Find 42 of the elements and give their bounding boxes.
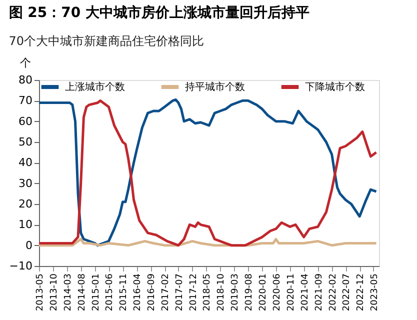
chart-subtitle: 70个大中城市新建商品住宅价格同比 (8, 34, 204, 48)
x-tick-label: 2015-06 (105, 273, 116, 312)
legend-label: 持平城市个数 (185, 81, 245, 93)
y-tick-label: 60 (18, 114, 32, 128)
y-tick-label: −10 (9, 260, 32, 272)
x-tick-label: 2020-01 (258, 274, 269, 312)
x-tick-label: 2018-05 (202, 274, 213, 312)
x-tick-label: 2021-09 (314, 273, 324, 312)
x-tick-label: 2013-10 (50, 273, 60, 312)
x-tick-label: 2017-02 (161, 274, 172, 312)
y-tick-label: 30 (18, 176, 32, 190)
y-tick-label: 80 (18, 74, 32, 86)
x-tick-label: 2016-04 (133, 273, 144, 312)
x-tick-label: 2019-08 (244, 273, 255, 312)
x-tick-label: 2019-03 (230, 274, 241, 312)
y-tick-label: 70 (18, 94, 32, 108)
x-tick-label: 2014-03 (63, 274, 74, 312)
x-tick-label: 2017-12 (188, 274, 199, 312)
line-series (38, 238, 378, 247)
y-tick-label: 40 (18, 156, 32, 170)
x-tick-label: 2022-02 (328, 274, 338, 312)
x-tick-label: 2023-05 (370, 274, 380, 312)
x-tick-label: 2018-10 (216, 273, 227, 312)
x-tick-label: 2022-12 (356, 274, 366, 312)
x-tick-label: 2015-01 (91, 274, 102, 312)
chart-title: 图 25：70 大中城市房价上涨城市量回升后持平 (8, 4, 310, 21)
legend-label: 下降城市个数 (305, 81, 365, 93)
legend-label: 上涨城市个数 (65, 81, 125, 93)
x-tick-label: 2015-11 (119, 274, 130, 312)
x-tick-label: 2017-07 (174, 274, 185, 312)
x-tick-label: 2016-09 (147, 273, 158, 312)
x-tick-label: 2021-04 (300, 273, 310, 312)
x-tick-label: 2013-05 (36, 274, 46, 312)
y-tick-label: 0 (26, 238, 32, 252)
y-axis-title: 个 (20, 56, 31, 70)
x-tick-label: 2020-06 (272, 273, 282, 312)
y-tick-label: 10 (18, 218, 32, 232)
y-tick-label: 20 (18, 198, 32, 210)
x-tick-label: 2022-07 (342, 274, 352, 312)
x-tick-label: 2014-08 (77, 273, 88, 312)
y-tick-label: 50 (18, 136, 32, 148)
x-tick-label: 2020-11 (286, 274, 296, 312)
